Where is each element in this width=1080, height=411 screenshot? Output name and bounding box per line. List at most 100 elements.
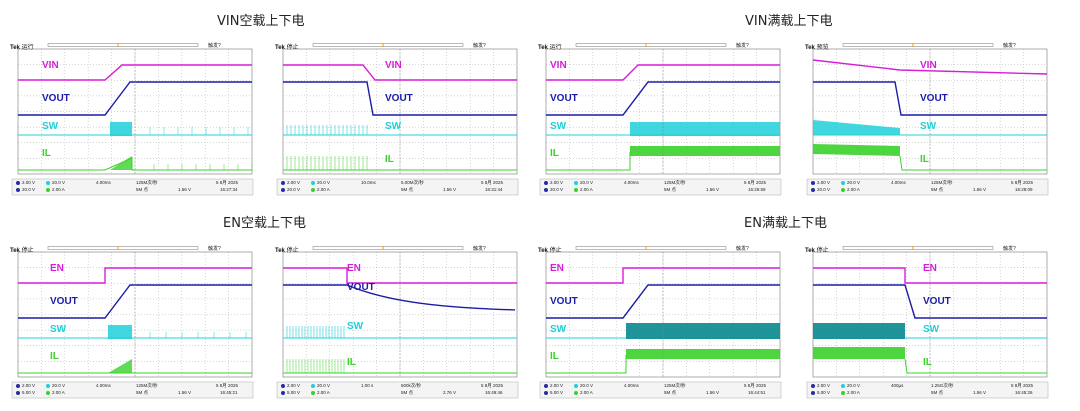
ch2-dot (281, 188, 285, 192)
scope-brand: Tek 停止 (275, 45, 299, 51)
ch2-scale: 5.00 V (287, 390, 301, 395)
ch2-scale: 5.00 V (550, 390, 564, 395)
scope-screen (276, 43, 519, 196)
vout-label: VOUT (920, 93, 948, 104)
ch4-dot (46, 188, 50, 192)
ch4-dot (311, 391, 315, 395)
ch3-dot (311, 181, 315, 185)
ch3-scale: 20.0 V (317, 180, 331, 185)
il-ramp (110, 156, 132, 170)
record-points: 5M 点 (401, 390, 414, 395)
scope-screen (11, 43, 254, 196)
il-trace (546, 152, 631, 171)
scope-brand: Tek 停止 (805, 248, 829, 254)
ch2-dot (811, 391, 815, 395)
vin-trace (283, 64, 517, 81)
top-signal-label: EN (50, 263, 64, 274)
en-trace (283, 267, 517, 284)
sw-label: SW (42, 121, 59, 132)
date: 5 8月 2025 (744, 383, 767, 388)
status-panel (806, 178, 1049, 196)
vout-label: VOUT (550, 296, 578, 307)
il-label: IL (347, 357, 356, 368)
ch1-dot (811, 181, 815, 185)
ch4-scale: 2.00 A (317, 187, 330, 192)
ch4-dot (311, 188, 315, 192)
sw-band (813, 323, 905, 339)
il-ramp (108, 359, 132, 373)
ch3-scale: 20.0 V (52, 383, 66, 388)
top-signal-label: VIN (550, 60, 567, 71)
ch1-dot (16, 181, 20, 185)
status-panel (539, 178, 782, 196)
ch2-dot (16, 391, 20, 395)
trigger-level: 1.56 V (443, 187, 457, 192)
ch1-dot (544, 384, 548, 388)
vout-trace (546, 81, 780, 116)
il-band (630, 146, 780, 156)
il-trace (546, 355, 627, 374)
ch2-scale: 5.00 V (22, 390, 36, 395)
sample-rate: 125M次/秒 (136, 180, 158, 185)
ch1-dot (281, 181, 285, 185)
il-label: IL (385, 154, 394, 165)
sample-rate: 125M次/秒 (664, 180, 686, 185)
clock: 16:45:21 (220, 390, 238, 395)
vout-label: VOUT (42, 93, 70, 104)
ch3-scale: 20.0 V (317, 383, 331, 388)
ch3-dot (841, 384, 845, 388)
ch4-scale: 2.00 A (847, 187, 860, 192)
record-bar (842, 246, 994, 250)
scope-brand: Tek 停止 (275, 248, 299, 254)
vout-trace (283, 284, 516, 311)
ch3-dot (311, 384, 315, 388)
scope-brand: Tek 运行 (538, 45, 562, 51)
sw-label: SW (923, 324, 940, 335)
title-en-noload: EN空载上下电 (223, 216, 306, 231)
ch4-scale: 2.00 A (580, 390, 593, 395)
vout-label: VOUT (347, 282, 375, 293)
status-panel (11, 381, 254, 399)
ch4-scale: 2.00 A (52, 187, 65, 192)
scope-brand: Tek 停止 (10, 248, 34, 254)
ch2-dot (811, 188, 815, 192)
vout-label: VOUT (50, 296, 78, 307)
scope-screen (539, 246, 782, 399)
il-trace (904, 358, 1047, 374)
title-vin-fullload: VIN满载上下电 (745, 14, 833, 29)
top-signal-label: VIN (920, 60, 937, 71)
il-label: IL (923, 357, 932, 368)
record-points: 5M 点 (664, 187, 677, 192)
il-band (813, 144, 900, 156)
ch4-dot (46, 391, 50, 395)
time-scale: 4.00ms (96, 180, 111, 185)
trigger-status: 触发? (208, 43, 221, 49)
trigger-level: 1.56 V (706, 187, 720, 192)
time-scale: 4.00ms (891, 180, 906, 185)
scope-panel: Tek 停止 触发? VIN VOUT SW IL 2.00 V 20.0 V … (275, 42, 520, 197)
vout-trace (813, 81, 1047, 116)
date: 5 8月 2025 (1011, 180, 1034, 185)
il-label: IL (550, 148, 559, 159)
trigger-status: 触发? (473, 43, 486, 49)
ch3-scale: 20.0 V (52, 180, 66, 185)
sample-rate: 125M次/秒 (931, 180, 953, 185)
trigger-status: 触发? (1003, 246, 1016, 252)
ch4-dot (574, 391, 578, 395)
sw-label: SW (347, 321, 364, 332)
clock: 16:27:34 (220, 187, 238, 192)
vout-trace (18, 81, 252, 116)
ch2-scale: 20.0 V (287, 187, 301, 192)
time-scale: 4.00ms (624, 383, 639, 388)
time-scale: 10.0ms (361, 180, 376, 185)
clock: 16:49:46 (485, 390, 503, 395)
record-points: 5M 点 (931, 390, 944, 395)
sample-rate: 125M次/秒 (664, 383, 686, 388)
ch1-scale: 2.00 V (22, 180, 36, 185)
sw-label: SW (50, 324, 67, 335)
ch3-scale: 20.0 V (580, 180, 594, 185)
il-label: IL (50, 351, 59, 362)
scope-panel: Tek 停止 触发? EN VOUT SW IL 2.00 V 5.00 V 2… (275, 245, 520, 400)
sw-burst (108, 325, 132, 339)
scope-screen (806, 246, 1049, 399)
